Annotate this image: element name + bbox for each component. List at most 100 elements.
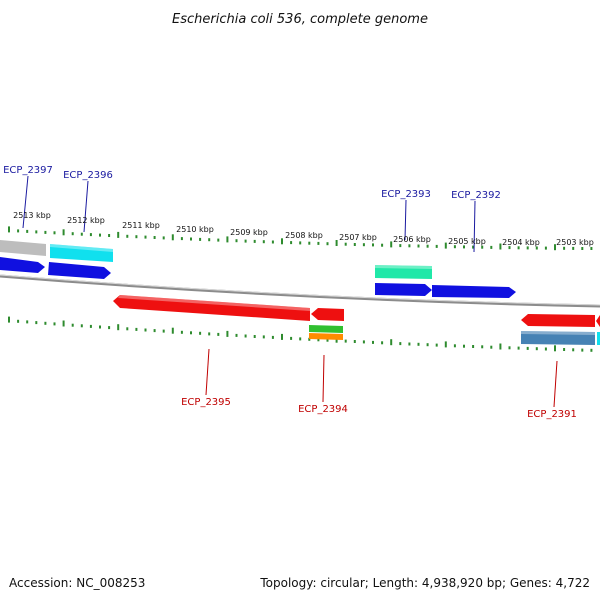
inner-tick-mark [481,345,484,349]
outer-tick-mark [71,232,74,236]
inner-tick-mark [353,340,356,343]
outer-tick-mark [499,243,502,250]
inner-tick-mark [99,325,101,329]
gene-feature-ECP_2394-green[interactable] [309,325,343,333]
gene-feature-ECP_2391[interactable] [521,314,595,327]
outer-tick-mark [26,229,29,233]
outer-tick-mark [171,234,174,241]
outer-tick-mark [235,239,238,243]
outer-tick-mark [508,246,511,250]
gene-label-ECP_2391[interactable]: ECP_2391 [527,409,577,420]
gene-label-ECP_2395[interactable]: ECP_2395 [181,397,231,408]
outer-tick-mark [362,243,365,247]
tick-label-2503-kbp: 2503 kbp [556,238,594,247]
outer-tick-mark [335,240,338,246]
inner-tick-mark [526,346,529,350]
outer-tick-mark [180,237,183,241]
inner-tick-mark [581,348,584,352]
genome-backbone [0,274,600,308]
inner-tick-mark [453,344,456,348]
gene-label-ECP_2397[interactable]: ECP_2397 [3,165,53,176]
inner-tick-mark [208,332,211,336]
inner-tick-mark [390,339,393,346]
outer-tick-mark [444,242,447,249]
inner-tick-mark [408,342,411,346]
outer-tick-mark [190,237,192,241]
gene-label-ECP_2392[interactable]: ECP_2392 [451,190,501,201]
outer-tick-mark [35,230,38,234]
gene-label-leaders [22,175,558,408]
outer-tick-mark [8,226,10,233]
outer-tick-mark [208,238,211,242]
inner-tick-mark [535,347,538,351]
tick-label-2513-kbp: 2513 kbp [13,211,51,220]
outer-tick-mark [89,233,92,237]
inner-tick-mark [126,327,129,331]
outer-tick-mark [435,244,438,248]
inner-tick-mark [171,327,174,334]
gene-feature-ECP_2395[interactable] [113,295,310,321]
outer-tick-mark [80,232,83,236]
gene-feature-partial-red[interactable] [596,315,600,327]
gene-label-ECP_2393[interactable]: ECP_2393 [381,189,431,200]
inner-tick-mark [563,348,566,351]
feature-highlights [50,244,595,335]
outer-tick-mark [563,246,566,250]
inner-tick-mark [290,336,293,340]
gene-feature-ECP_2396-cds[interactable] [50,244,113,262]
inner-tick-mark [517,346,520,350]
outer-tick-mark [153,236,156,239]
gene-feature-ECP_2391-blue[interactable] [521,331,595,345]
outer-tick-mark [481,245,484,249]
gene-label-ECP_2396[interactable]: ECP_2396 [63,170,113,181]
outer-tick-mark [108,234,111,237]
inner-tick-mark [226,330,229,337]
inner-tick-mark [144,328,147,332]
inner-tick-mark [271,335,274,339]
gene-feature-ECP_2394[interactable] [311,308,344,321]
inner-tick-mark [554,345,556,352]
outer-tick-mark [526,246,529,250]
gene-feature-grey[interactable] [0,240,46,256]
inner-tick-mark [135,327,138,331]
gene-feature-ECP_2393[interactable] [375,283,432,296]
gene-feature-ECP_2392[interactable] [432,285,516,298]
inner-tick-mark [262,335,265,339]
outer-tick-mark [217,238,220,242]
outer-tick-mark [426,244,429,248]
outer-tick-mark [262,240,265,244]
gene-feature-ECP_2396[interactable] [48,262,111,279]
gene-feature-ECP_2394-orange[interactable] [309,333,343,340]
inner-tick-mark [244,334,247,338]
outer-tick-mark [317,241,320,245]
inner-tick-mark [153,329,156,333]
tick-label-2510-kbp: 2510 kbp [176,225,214,234]
inner-tick-mark [8,316,10,323]
outer-tick-mark [390,241,393,248]
inner-tick-mark [53,322,56,326]
outer-tick-mark [271,240,274,244]
outer-tick-mark [381,243,384,247]
inner-tick-mark [372,340,374,344]
inner-tick-mark [499,343,502,350]
gene-feature-ECP_2393-cds[interactable] [375,265,432,279]
gene-feature-blue-1[interactable] [0,257,45,273]
outer-tick-mark [535,246,538,250]
inner-tick-mark [572,348,575,352]
inner-tick-mark [190,331,192,335]
gene-label-ECP_2394[interactable]: ECP_2394 [298,404,348,415]
outer-tick-mark [554,244,556,251]
gene-feature-partial-cyan[interactable] [597,332,600,345]
inner-tick-mark [281,333,283,340]
inner-tick-mark [253,335,256,338]
outer-tick-mark [517,246,520,250]
outer-tick-mark [199,237,202,241]
inner-tick-mark [544,347,547,351]
gene-labels: ECP_2397 ECP_2396 ECP_2393 ECP_2392 ECP_2395… [3,165,577,420]
inner-tick-mark [62,320,65,327]
inner-tick-mark [326,338,329,342]
tick-label-2505-kbp: 2505 kbp [448,237,486,246]
outer-tick-mark [353,243,356,246]
outer-tick-mark [308,241,311,245]
inner-tick-mark [80,324,83,328]
